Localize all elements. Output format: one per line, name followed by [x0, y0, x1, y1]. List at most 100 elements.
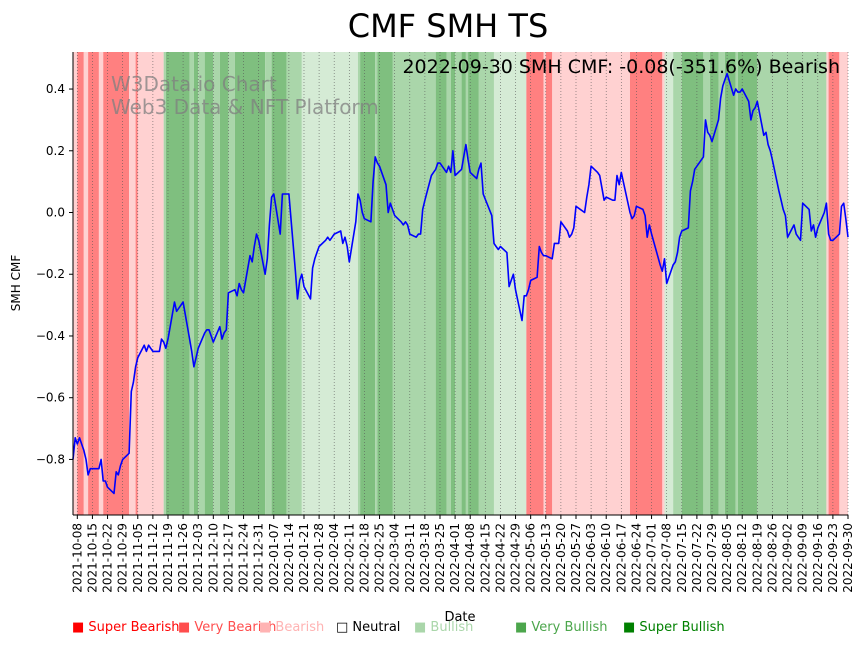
y-tick-label: 0.0	[46, 206, 65, 220]
x-tick-label: 2021-11-19	[161, 523, 175, 593]
regime-band-very-bullish	[435, 52, 447, 515]
x-tick-label: 2021-12-24	[237, 523, 251, 593]
x-tick-label: 2022-06-03	[584, 523, 598, 593]
x-tick-label: 2022-06-10	[599, 523, 613, 593]
regime-band-bullish	[455, 52, 462, 515]
chart-title: CMF SMH TS	[348, 7, 549, 45]
regime-band-bearish	[98, 52, 104, 515]
x-tick-label: 2022-04-08	[463, 523, 477, 593]
x-tick-label: 2021-10-15	[85, 523, 99, 593]
regime-band-bullish	[718, 52, 725, 515]
x-tick-label: 2021-11-26	[176, 523, 190, 593]
x-tick-label: 2022-07-15	[675, 523, 689, 593]
legend-item: ■ Very Bullish	[515, 620, 608, 635]
x-tick-label: 2022-01-07	[267, 523, 281, 593]
regime-band-bullish	[703, 52, 710, 515]
regime-band-very-bearish	[545, 52, 553, 515]
x-tick-label: 2021-12-10	[206, 523, 220, 593]
x-tick-label: 2022-05-06	[524, 523, 538, 593]
regime-band-very-bullish	[737, 52, 758, 515]
x-tick-label: 2022-02-18	[357, 523, 371, 593]
x-tick-label: 2021-11-05	[131, 523, 145, 593]
x-tick-label: 2022-04-15	[478, 523, 492, 593]
x-axis-label: Date	[444, 610, 475, 625]
regime-band-bullish	[265, 52, 272, 515]
regime-band-bullish	[286, 52, 302, 515]
regime-band-bearish	[826, 52, 829, 515]
x-tick-label: 2022-01-14	[282, 523, 296, 593]
regime-band-very-bullish	[204, 52, 214, 515]
y-tick-label: 0.4	[46, 82, 65, 96]
y-tick-label: −0.6	[36, 391, 65, 405]
x-tick-label: 2022-03-18	[418, 523, 432, 593]
regime-band-bullish	[198, 52, 205, 515]
x-tick-label: 2022-07-22	[690, 523, 704, 593]
legend-item: ■ Bullish	[414, 620, 474, 635]
x-tick-label: 2022-07-01	[645, 523, 659, 593]
axes	[72, 52, 848, 516]
regime-band-very-bullish	[360, 52, 376, 515]
regime-band-very-bullish	[193, 52, 199, 515]
regime-band-bearish	[137, 52, 164, 515]
regime-band-bullish	[163, 52, 166, 515]
x-tick-label: 2022-07-29	[705, 523, 719, 593]
x-tick-label: 2022-08-05	[720, 523, 734, 593]
regime-bands	[73, 52, 848, 515]
y-axis-ticks: −0.8 −0.6 −0.4 −0.2 0.0 0.2 0.4	[36, 82, 73, 466]
regime-band-bearish	[73, 52, 78, 515]
regime-band-bearish	[662, 52, 665, 515]
x-tick-label: 2022-09-30	[841, 523, 855, 593]
y-tick-label: 0.2	[46, 144, 65, 158]
x-tick-label: 2022-09-09	[796, 523, 810, 593]
regime-band-very-bullish	[468, 52, 479, 515]
x-tick-label: 2022-05-27	[569, 523, 583, 593]
regime-band-very-bullish	[681, 52, 704, 515]
regime-band-very-bullish	[450, 52, 456, 515]
legend-item: ■ Very Bearish	[178, 620, 277, 635]
x-tick-label: 2022-08-26	[765, 523, 779, 593]
regime-band-very-bearish	[526, 52, 544, 515]
x-tick-label: 2022-04-22	[493, 523, 507, 593]
y-axis-label: SMH CMF	[9, 255, 23, 312]
x-tick-label: 2021-10-22	[101, 523, 115, 593]
x-tick-label: 2022-02-04	[327, 523, 341, 593]
regime-band-very-bearish	[103, 52, 130, 515]
y-tick-label: −0.2	[36, 267, 65, 281]
regime-band-bullish	[673, 52, 682, 515]
x-tick-label: 2022-03-04	[388, 523, 402, 593]
regime-band-very-bullish	[461, 52, 466, 515]
regime-band-bearish	[543, 52, 546, 515]
regime-band-bearish	[83, 52, 89, 515]
regime-band-very-bearish	[77, 52, 84, 515]
x-tick-label: 2022-04-01	[448, 523, 462, 593]
regime-band-neutral	[664, 52, 674, 515]
x-tick-label: 2022-02-11	[342, 523, 356, 593]
regime-band-very-bullish	[165, 52, 190, 515]
legend-item: ■ Super Bearish	[72, 620, 180, 635]
y-tick-label: −0.8	[36, 452, 65, 466]
regime-band-bearish	[129, 52, 136, 515]
x-tick-label: 2021-12-31	[252, 523, 266, 593]
regime-band-bullish	[735, 52, 738, 515]
legend-item: ■ Bearish	[259, 620, 325, 635]
x-tick-label: 2022-09-23	[826, 523, 840, 593]
regime-band-bullish	[446, 52, 451, 515]
watermark-line: W3Data.io Chart	[111, 72, 277, 96]
regime-band-very-bullish	[219, 52, 229, 515]
regime-band-bearish	[839, 52, 848, 515]
legend-item: ■ Super Bullish	[623, 620, 725, 635]
legend-item: □ Neutral	[336, 620, 401, 635]
x-tick-label: 2021-10-29	[116, 523, 130, 593]
x-axis-ticks: 2021-10-08 2021-10-15 2021-10-22 2021-10-29…	[70, 515, 855, 593]
regime-band-bullish	[189, 52, 194, 515]
x-tick-label: 2021-12-17	[221, 523, 235, 593]
x-tick-label: 2022-03-11	[403, 523, 417, 593]
chart-annotation: 2022-09-30 SMH CMF: -0.08(-351.6%) Beari…	[402, 56, 840, 78]
regime-band-very-bearish	[828, 52, 840, 515]
y-tick-label: −0.4	[36, 329, 65, 343]
regime-band-bullish	[392, 52, 436, 515]
cmf-series-line	[72, 72, 849, 495]
regime-band-bullish	[375, 52, 378, 515]
